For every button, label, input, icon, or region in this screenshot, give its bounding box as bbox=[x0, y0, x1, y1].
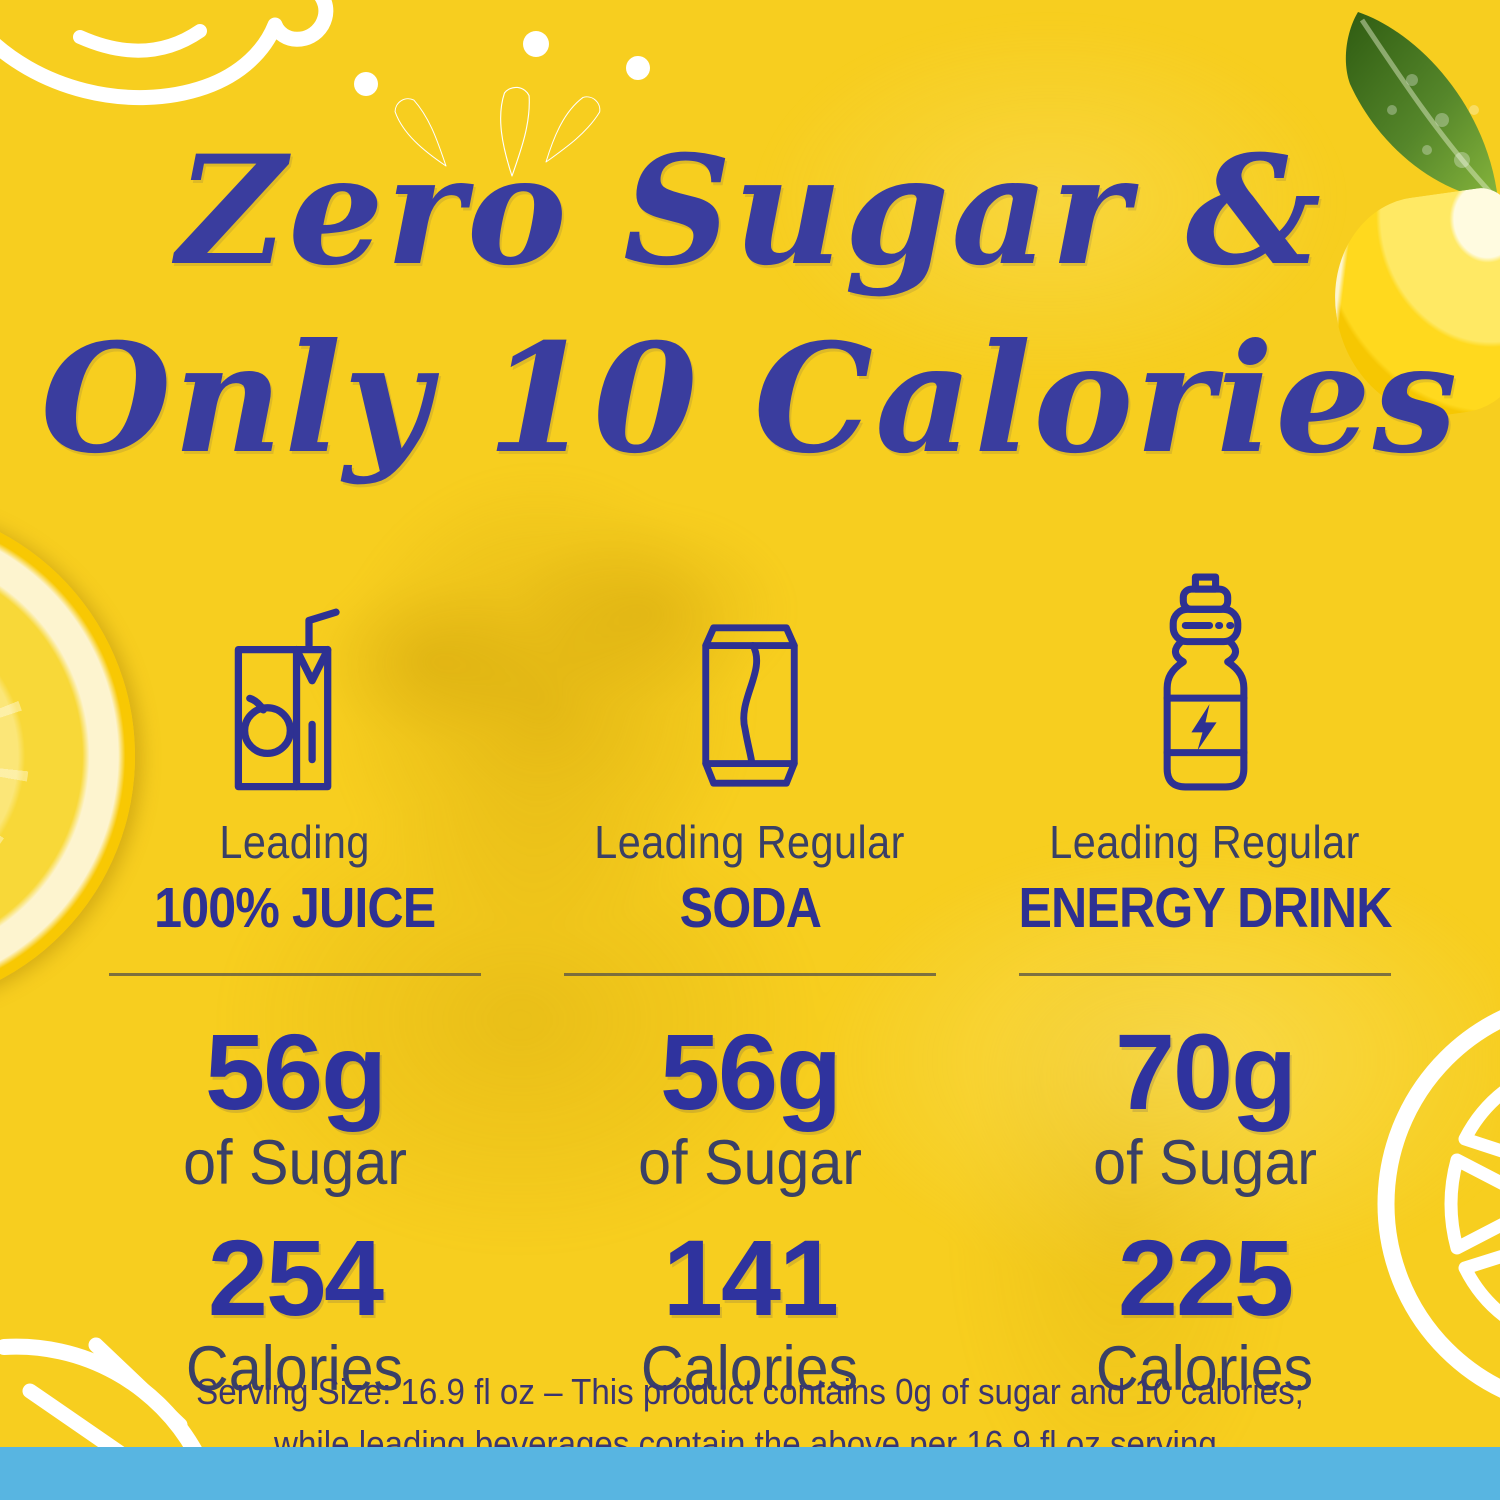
bottom-band bbox=[0, 1447, 1500, 1500]
disclaimer-line-1: Serving Size: 16.9 fl oz – This product … bbox=[196, 1371, 1304, 1412]
headline: Zero Sugar & Only 10 Calories bbox=[0, 118, 1500, 493]
column-name: ENERGY DRINK bbox=[1018, 876, 1392, 940]
sugar-label: of Sugar bbox=[638, 1128, 862, 1198]
leaf-photo bbox=[1345, 12, 1498, 200]
column-name: 100% JUICE bbox=[154, 876, 436, 940]
sugar-value: 56g bbox=[659, 1011, 842, 1132]
calories-value: 254 bbox=[207, 1217, 384, 1339]
lemon-outline-doodle-top-left bbox=[0, 0, 334, 106]
sugar-label: of Sugar bbox=[183, 1128, 407, 1198]
divider bbox=[109, 973, 481, 976]
calories-value: 225 bbox=[1117, 1217, 1294, 1339]
juice-carton-icon bbox=[228, 563, 363, 795]
column-qualifier: Leading Regular bbox=[1049, 816, 1361, 868]
sugar-value: 70g bbox=[1114, 1011, 1297, 1132]
comparison-column-juice: Leading 100% JUICE 56g of Sugar 254 Calo… bbox=[95, 563, 495, 1402]
water-droplets bbox=[1387, 74, 1479, 168]
comparison-column-soda: Leading Regular SODA 56g of Sugar 141 Ca… bbox=[550, 563, 950, 1402]
comparison-columns: Leading 100% JUICE 56g of Sugar 254 Calo… bbox=[0, 563, 1500, 1402]
headline-line-2: Only 10 Calories bbox=[40, 310, 1460, 487]
calories-label: Calories bbox=[1096, 1334, 1314, 1405]
column-name: SODA bbox=[679, 876, 821, 940]
energy-drink-bottle-icon bbox=[1153, 563, 1258, 795]
divider bbox=[1019, 973, 1391, 976]
calories-label: Calories bbox=[186, 1334, 404, 1405]
calories-label: Calories bbox=[641, 1334, 859, 1405]
sugar-label: of Sugar bbox=[1093, 1128, 1317, 1198]
sugar-value: 56g bbox=[204, 1011, 387, 1132]
calories-value: 141 bbox=[662, 1217, 839, 1339]
divider bbox=[564, 973, 936, 976]
soda-can-icon bbox=[690, 563, 810, 795]
column-qualifier: Leading bbox=[219, 816, 371, 868]
comparison-column-energy-drink: Leading Regular ENERGY DRINK 70g of Suga… bbox=[1005, 563, 1405, 1402]
column-qualifier: Leading Regular bbox=[594, 816, 906, 868]
headline-line-1: Zero Sugar & bbox=[176, 123, 1324, 299]
lightning-bolt-icon bbox=[1190, 704, 1217, 751]
